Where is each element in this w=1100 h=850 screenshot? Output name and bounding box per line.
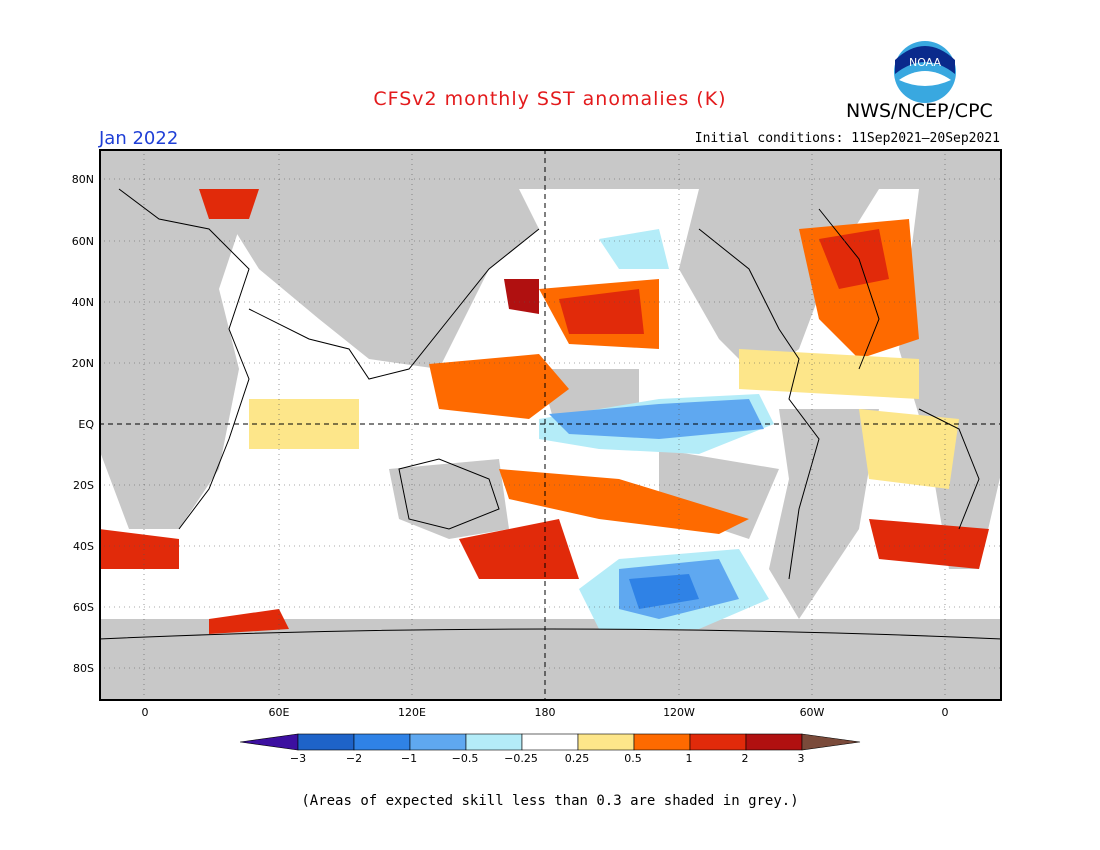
initial-conditions: Initial conditions: 11Sep2021–20Sep2021 (694, 131, 1000, 146)
warm-anomalies (99, 189, 989, 634)
colorbar-arrow-high (801, 733, 861, 751)
colorbar-label: −0.5 (451, 752, 479, 765)
lat-label: 80S (73, 662, 94, 675)
lon-label: 0 (141, 706, 149, 719)
colorbar-swatch (409, 733, 467, 751)
colorbar-swatch (689, 733, 747, 751)
colorbar-swatch (297, 733, 355, 751)
lon-label: 60W (799, 706, 825, 719)
colorbar-label: −3 (289, 752, 307, 765)
lon-label: 0 (941, 706, 949, 719)
equator-dateline (99, 149, 1002, 701)
lat-lon-grid (99, 149, 1002, 701)
lat-label: 20S (73, 479, 94, 492)
lon-label: 120E (398, 706, 426, 719)
lat-label: 40S (73, 540, 94, 553)
colorbar-swatch (465, 733, 523, 751)
lat-label: 40N (71, 296, 94, 309)
colorbar-label: 0.5 (624, 752, 642, 765)
map-frame (99, 149, 1002, 701)
noaa-logo-text: NOAA (909, 56, 942, 69)
colorbar-label: −2 (345, 752, 363, 765)
colorbar-label: 0.25 (564, 752, 590, 765)
colorbar-arrow-low (240, 733, 299, 751)
cool-anomalies (539, 229, 774, 629)
lat-label: EQ (78, 418, 94, 431)
colorbar (240, 733, 861, 751)
lat-label: 80N (71, 173, 94, 186)
sst-anomaly-map (99, 149, 1002, 701)
org-name: NWS/NCEP/CPC (846, 100, 993, 122)
lon-label: 120W (663, 706, 695, 719)
colorbar-swatch (633, 733, 691, 751)
colorbar-label: −0.25 (504, 752, 538, 765)
lat-label: 60N (71, 235, 94, 248)
colorbar-swatch (577, 733, 635, 751)
colorbar-swatch (353, 733, 411, 751)
chart-title: CFSv2 monthly SST anomalies (K) (373, 88, 727, 110)
forecast-month: Jan 2022 (99, 128, 179, 149)
lon-label: 60E (268, 706, 290, 719)
colorbar-label: 3 (797, 752, 805, 765)
colorbar-label: −1 (400, 752, 418, 765)
colorbar-label: 2 (741, 752, 749, 765)
skill-note: (Areas of expected skill less than 0.3 a… (301, 793, 799, 809)
coastlines (99, 188, 1002, 640)
lat-label: 60S (73, 601, 94, 614)
land-grey-areas (99, 149, 1002, 701)
colorbar-label: 1 (685, 752, 693, 765)
colorbar-swatch (745, 733, 803, 751)
colorbar-swatch (521, 733, 579, 751)
noaa-logo: NOAA (894, 41, 956, 103)
lon-label: 180 (534, 706, 556, 719)
lat-label: 20N (71, 357, 94, 370)
